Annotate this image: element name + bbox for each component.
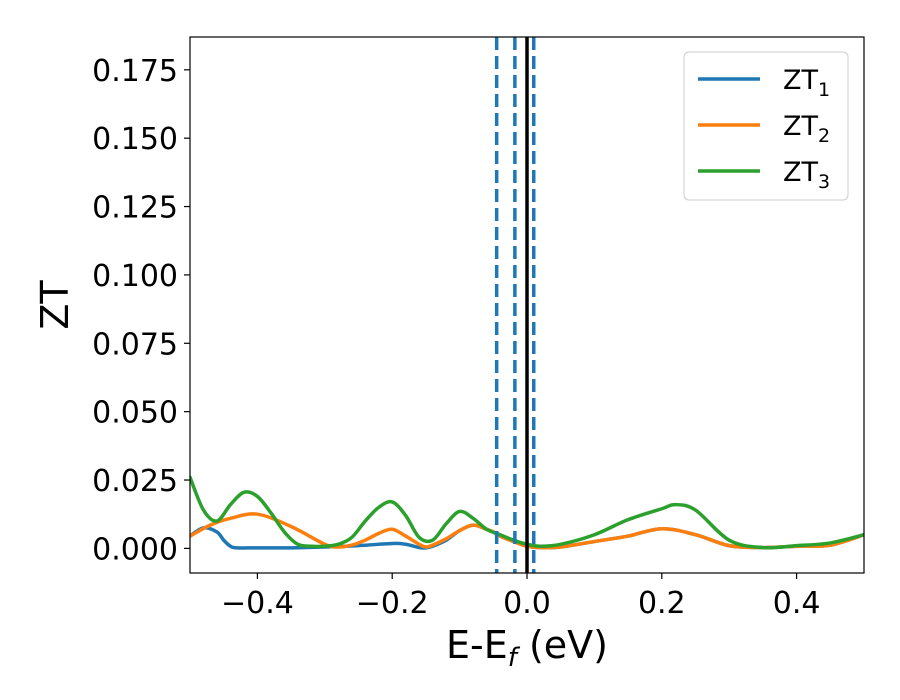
legend-box	[683, 51, 849, 201]
legend: ZT1 ZT2 ZT3	[683, 51, 849, 201]
y-tick-label: 0.125	[92, 191, 178, 226]
y-tick-label: 0.175	[92, 54, 178, 89]
x-axis-label: E-Ef (eV)	[446, 623, 608, 673]
x-tick-label: 0.0	[503, 586, 551, 621]
legend-label-1: ZT1	[783, 65, 830, 101]
x-tick-label: 0.4	[773, 586, 821, 621]
y-tick-label: 0.150	[92, 122, 178, 157]
y-tick-label: 0.025	[92, 464, 178, 499]
legend-label-2: ZT2	[783, 111, 830, 147]
x-tick-label: −0.4	[221, 586, 294, 621]
y-tick-label: 0.100	[92, 259, 178, 294]
y-axis-label: ZT	[33, 280, 77, 330]
series-line-3	[190, 475, 864, 550]
y-tick-label: 0.075	[92, 327, 178, 362]
y-axis-ticks: 0.000 0.025 0.050 0.075 0.100 0.125 0.150 0.175	[92, 54, 190, 567]
legend-label-3: ZT3	[783, 157, 830, 193]
x-tick-label: −0.2	[356, 586, 429, 621]
y-tick-label: 0.000	[92, 532, 178, 567]
x-tick-label: 0.2	[638, 586, 686, 621]
x-axis-ticks: −0.4 −0.2 0.0 0.2 0.4	[221, 573, 820, 621]
vertical-lines-layer	[494, 37, 536, 573]
x-axis-label-unit: (eV)	[517, 623, 608, 667]
series-layer	[190, 475, 864, 550]
y-tick-label: 0.050	[92, 396, 178, 431]
